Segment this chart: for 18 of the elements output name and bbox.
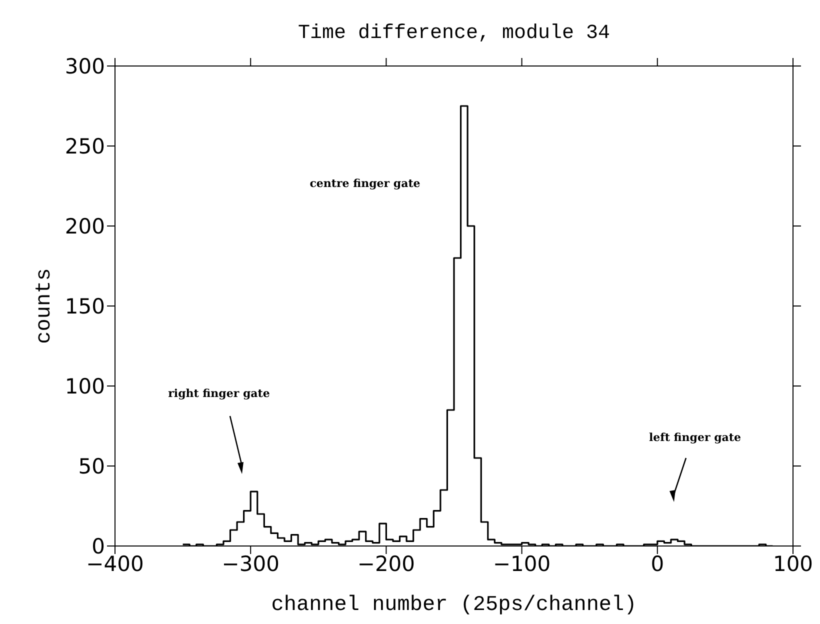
y-tick-label: 250 <box>64 134 105 158</box>
x-tick-label: 0 <box>650 552 664 576</box>
y-tick-label: 150 <box>64 294 105 318</box>
chart-title: Time difference, module 34 <box>296 22 612 45</box>
x-tick-label: −200 <box>357 552 416 576</box>
annotation: centre finger gate <box>310 177 420 190</box>
annotation: right finger gate <box>168 387 270 400</box>
annotation: left finger gate <box>648 431 742 444</box>
y-tick-label: 0 <box>92 534 105 558</box>
y-tick-label: 200 <box>64 214 105 238</box>
y-tick-label: 100 <box>64 374 105 398</box>
y-axis-title: counts <box>33 268 56 344</box>
y-tick-label: 300 <box>64 54 105 78</box>
x-tick-label: −300 <box>222 552 280 576</box>
x-tick-label: −100 <box>492 552 551 576</box>
x-axis-title: channel number (25ps/channel) <box>271 594 637 617</box>
x-tick-label: 100 <box>772 552 814 576</box>
y-tick-label: 50 <box>78 454 105 478</box>
